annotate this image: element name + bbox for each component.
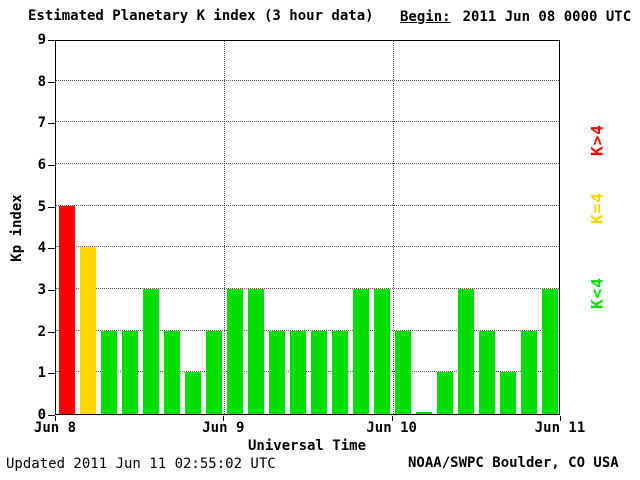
y-tick-mark xyxy=(48,206,55,208)
kp-bar xyxy=(268,330,285,414)
gridline-vertical xyxy=(392,41,394,414)
x-tick-mark xyxy=(223,416,225,421)
kp-bar xyxy=(416,412,433,414)
y-tick-label: 8 xyxy=(37,73,46,90)
kp-bar xyxy=(521,330,538,414)
y-tick-mark xyxy=(48,373,55,375)
kp-bar xyxy=(226,289,243,414)
kp-bar xyxy=(311,330,328,414)
kp-bar xyxy=(479,330,496,414)
gridline-horizontal xyxy=(56,79,559,81)
legend-label: K=4 xyxy=(587,192,607,224)
kp-bar xyxy=(332,330,349,414)
y-tick-label: 7 xyxy=(37,115,46,132)
kp-bar xyxy=(121,330,138,414)
kp-bar xyxy=(58,205,75,414)
y-tick-mark xyxy=(48,290,55,291)
y-tick-label: 2 xyxy=(37,323,46,340)
kp-bar xyxy=(395,330,412,414)
kp-bar xyxy=(374,289,391,414)
kp-bar xyxy=(100,330,117,414)
begin-label: Begin: xyxy=(400,9,451,25)
x-axis-label: Universal Time xyxy=(247,438,367,454)
begin-value: 2011 Jun 08 0000 UTC xyxy=(462,9,632,25)
y-tick-mark xyxy=(48,165,55,166)
kp-bar xyxy=(79,247,96,414)
y-tick-label: 6 xyxy=(37,157,46,173)
y-tick-mark xyxy=(48,123,55,125)
gridline-horizontal xyxy=(56,121,559,123)
legend-label: K<4 xyxy=(587,277,607,309)
kp-bar xyxy=(247,289,264,414)
y-tick-mark xyxy=(48,415,55,416)
y-tick-label: 3 xyxy=(37,282,46,298)
gridline-horizontal xyxy=(56,371,559,373)
chart-title: Estimated Planetary K index (3 hour data… xyxy=(28,8,374,24)
y-tick-mark xyxy=(48,331,55,333)
x-tick-mark xyxy=(55,416,56,421)
kp-bar xyxy=(205,330,222,414)
x-tick-mark xyxy=(560,416,561,421)
source-attribution: NOAA/SWPC Boulder, CO USA xyxy=(408,455,619,471)
y-tick-label: 0 xyxy=(37,407,46,423)
kp-bar xyxy=(163,330,180,414)
gridline-horizontal xyxy=(56,288,559,289)
kp-bar xyxy=(353,289,370,414)
x-tick-label: Jun 8 xyxy=(33,420,77,436)
kp-bar xyxy=(142,289,159,414)
kp-bar xyxy=(500,372,517,414)
y-axis-label: Kp index xyxy=(9,194,25,262)
y-tick-label: 4 xyxy=(37,240,46,257)
x-tick-label: Jun 11 xyxy=(534,420,586,436)
legend-label: K>4 xyxy=(587,124,607,156)
x-tick-label: Jun 10 xyxy=(366,420,417,436)
kp-bar xyxy=(289,330,306,414)
gridline-horizontal xyxy=(56,329,559,331)
plot-area xyxy=(55,40,560,415)
gridline-horizontal xyxy=(56,204,559,206)
x-tick-mark xyxy=(391,416,393,421)
gridline-vertical xyxy=(224,41,226,414)
kp-bar xyxy=(437,372,454,414)
updated-timestamp: Updated 2011 Jun 11 02:55:02 UTC xyxy=(6,456,276,472)
y-tick-label: 5 xyxy=(37,198,46,215)
begin-time-group: Begin: 2011 Jun 08 0000 UTC xyxy=(400,9,631,25)
y-tick-mark xyxy=(48,248,55,250)
x-tick-label: Jun 9 xyxy=(202,420,245,436)
gridline-horizontal xyxy=(56,163,559,164)
gridline-horizontal xyxy=(56,246,559,248)
y-tick-label: 9 xyxy=(37,32,46,48)
y-tick-label: 1 xyxy=(37,365,46,382)
kp-bar xyxy=(458,289,475,414)
y-tick-mark xyxy=(48,40,55,41)
kp-bar xyxy=(542,289,559,414)
kp-bar xyxy=(184,372,201,414)
y-tick-mark xyxy=(48,81,55,83)
